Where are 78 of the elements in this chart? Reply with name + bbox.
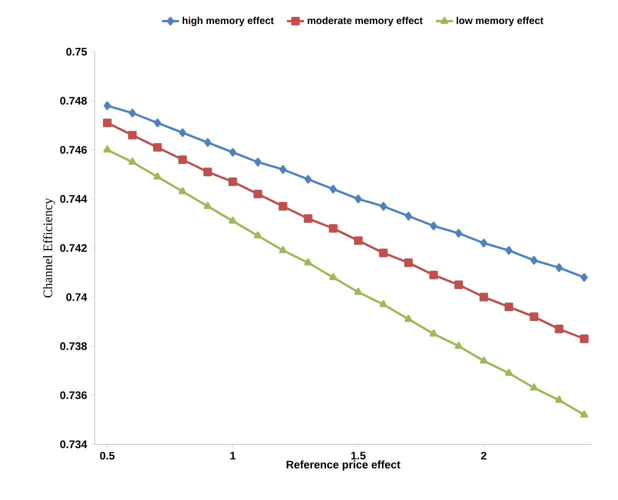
point xyxy=(104,101,111,110)
point xyxy=(279,246,287,254)
point xyxy=(178,155,187,164)
point xyxy=(329,273,338,280)
y-tick-label: 0.74 xyxy=(66,293,88,301)
point xyxy=(154,118,161,128)
point xyxy=(404,212,412,220)
y-tick-label: 0.736 xyxy=(60,391,87,400)
point xyxy=(480,238,488,248)
point xyxy=(128,158,136,165)
point xyxy=(479,292,488,302)
point xyxy=(254,231,262,238)
point xyxy=(555,396,563,403)
point xyxy=(204,138,212,147)
point xyxy=(228,177,238,186)
legend-label: moderate memory effect xyxy=(308,16,423,26)
point xyxy=(178,187,186,194)
point xyxy=(102,118,112,128)
point xyxy=(580,410,588,418)
point xyxy=(404,314,412,322)
point xyxy=(430,222,438,230)
point xyxy=(179,128,186,137)
x-tick-label: 1.5 xyxy=(351,452,366,460)
point xyxy=(429,270,438,280)
y-tick-label: 0.742 xyxy=(60,244,87,252)
point xyxy=(330,184,337,194)
y-axis-title: Channel Efficiency xyxy=(42,198,55,298)
x-tick-label: 2 xyxy=(481,452,486,460)
y-tick-label: 0.748 xyxy=(60,96,87,105)
point xyxy=(454,342,463,349)
point xyxy=(380,300,388,308)
point xyxy=(204,202,212,209)
point xyxy=(354,288,362,295)
point xyxy=(279,165,286,174)
point xyxy=(480,356,488,364)
point xyxy=(505,246,512,255)
point xyxy=(153,143,162,152)
legend-label: low memory effect xyxy=(456,16,544,26)
x-tick-label: 1 xyxy=(230,452,236,460)
point xyxy=(530,312,538,321)
point xyxy=(580,273,588,282)
y-tick-label: 0.746 xyxy=(60,146,87,154)
x-tick-label: 0.5 xyxy=(100,452,115,460)
point xyxy=(380,202,387,211)
point xyxy=(530,384,538,391)
point xyxy=(454,280,463,290)
point xyxy=(229,148,236,157)
point xyxy=(203,168,212,176)
point xyxy=(505,368,513,376)
point xyxy=(154,172,162,180)
point xyxy=(580,334,588,344)
point xyxy=(379,248,388,258)
y-tick-label: 0.734 xyxy=(60,440,88,448)
point xyxy=(254,158,262,166)
y-tick-label: 0.744 xyxy=(60,195,88,203)
point xyxy=(304,214,312,223)
point xyxy=(304,258,312,266)
y-tick-label: 0.75 xyxy=(66,48,87,56)
point xyxy=(530,256,538,265)
point xyxy=(128,108,136,118)
point xyxy=(103,146,112,153)
point xyxy=(354,194,362,204)
point xyxy=(128,130,137,140)
point xyxy=(354,236,363,245)
legend-label: high memory effect xyxy=(182,16,274,26)
point xyxy=(254,190,262,198)
point xyxy=(504,302,514,312)
point xyxy=(328,224,338,233)
point xyxy=(278,202,288,211)
point xyxy=(304,175,312,184)
y-tick-label: 0.738 xyxy=(60,342,87,350)
point xyxy=(430,330,438,337)
point xyxy=(455,228,462,238)
point xyxy=(404,258,413,267)
point xyxy=(556,263,563,272)
x-axis-title: Reference price effect xyxy=(286,460,400,471)
point xyxy=(554,324,564,334)
point xyxy=(228,216,237,224)
